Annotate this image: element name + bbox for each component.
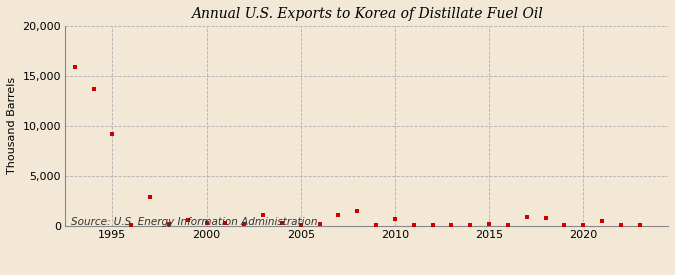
Point xyxy=(408,222,419,227)
Point xyxy=(389,216,400,221)
Point xyxy=(163,221,174,226)
Point xyxy=(503,222,514,227)
Point xyxy=(521,214,532,219)
Point xyxy=(220,220,231,225)
Point xyxy=(333,212,344,217)
Point xyxy=(88,87,99,91)
Point xyxy=(352,208,362,213)
Point xyxy=(597,218,608,223)
Y-axis label: Thousand Barrels: Thousand Barrels xyxy=(7,77,17,174)
Point xyxy=(634,222,645,227)
Point xyxy=(540,215,551,220)
Point xyxy=(314,221,325,226)
Point xyxy=(427,222,438,227)
Point xyxy=(371,222,381,227)
Point xyxy=(465,222,476,227)
Point xyxy=(239,221,250,226)
Point xyxy=(144,194,155,199)
Point xyxy=(258,212,269,217)
Point xyxy=(51,51,61,55)
Point xyxy=(484,221,495,226)
Point xyxy=(559,222,570,227)
Point xyxy=(446,222,457,227)
Title: Annual U.S. Exports to Korea of Distillate Fuel Oil: Annual U.S. Exports to Korea of Distilla… xyxy=(191,7,543,21)
Point xyxy=(126,222,136,227)
Point xyxy=(70,65,80,69)
Point xyxy=(296,222,306,227)
Point xyxy=(277,220,288,225)
Point xyxy=(616,222,626,227)
Point xyxy=(578,223,589,227)
Point xyxy=(201,220,212,225)
Point xyxy=(107,132,117,136)
Text: Source: U.S. Energy Information Administration: Source: U.S. Energy Information Administ… xyxy=(72,218,318,227)
Point xyxy=(182,217,193,222)
